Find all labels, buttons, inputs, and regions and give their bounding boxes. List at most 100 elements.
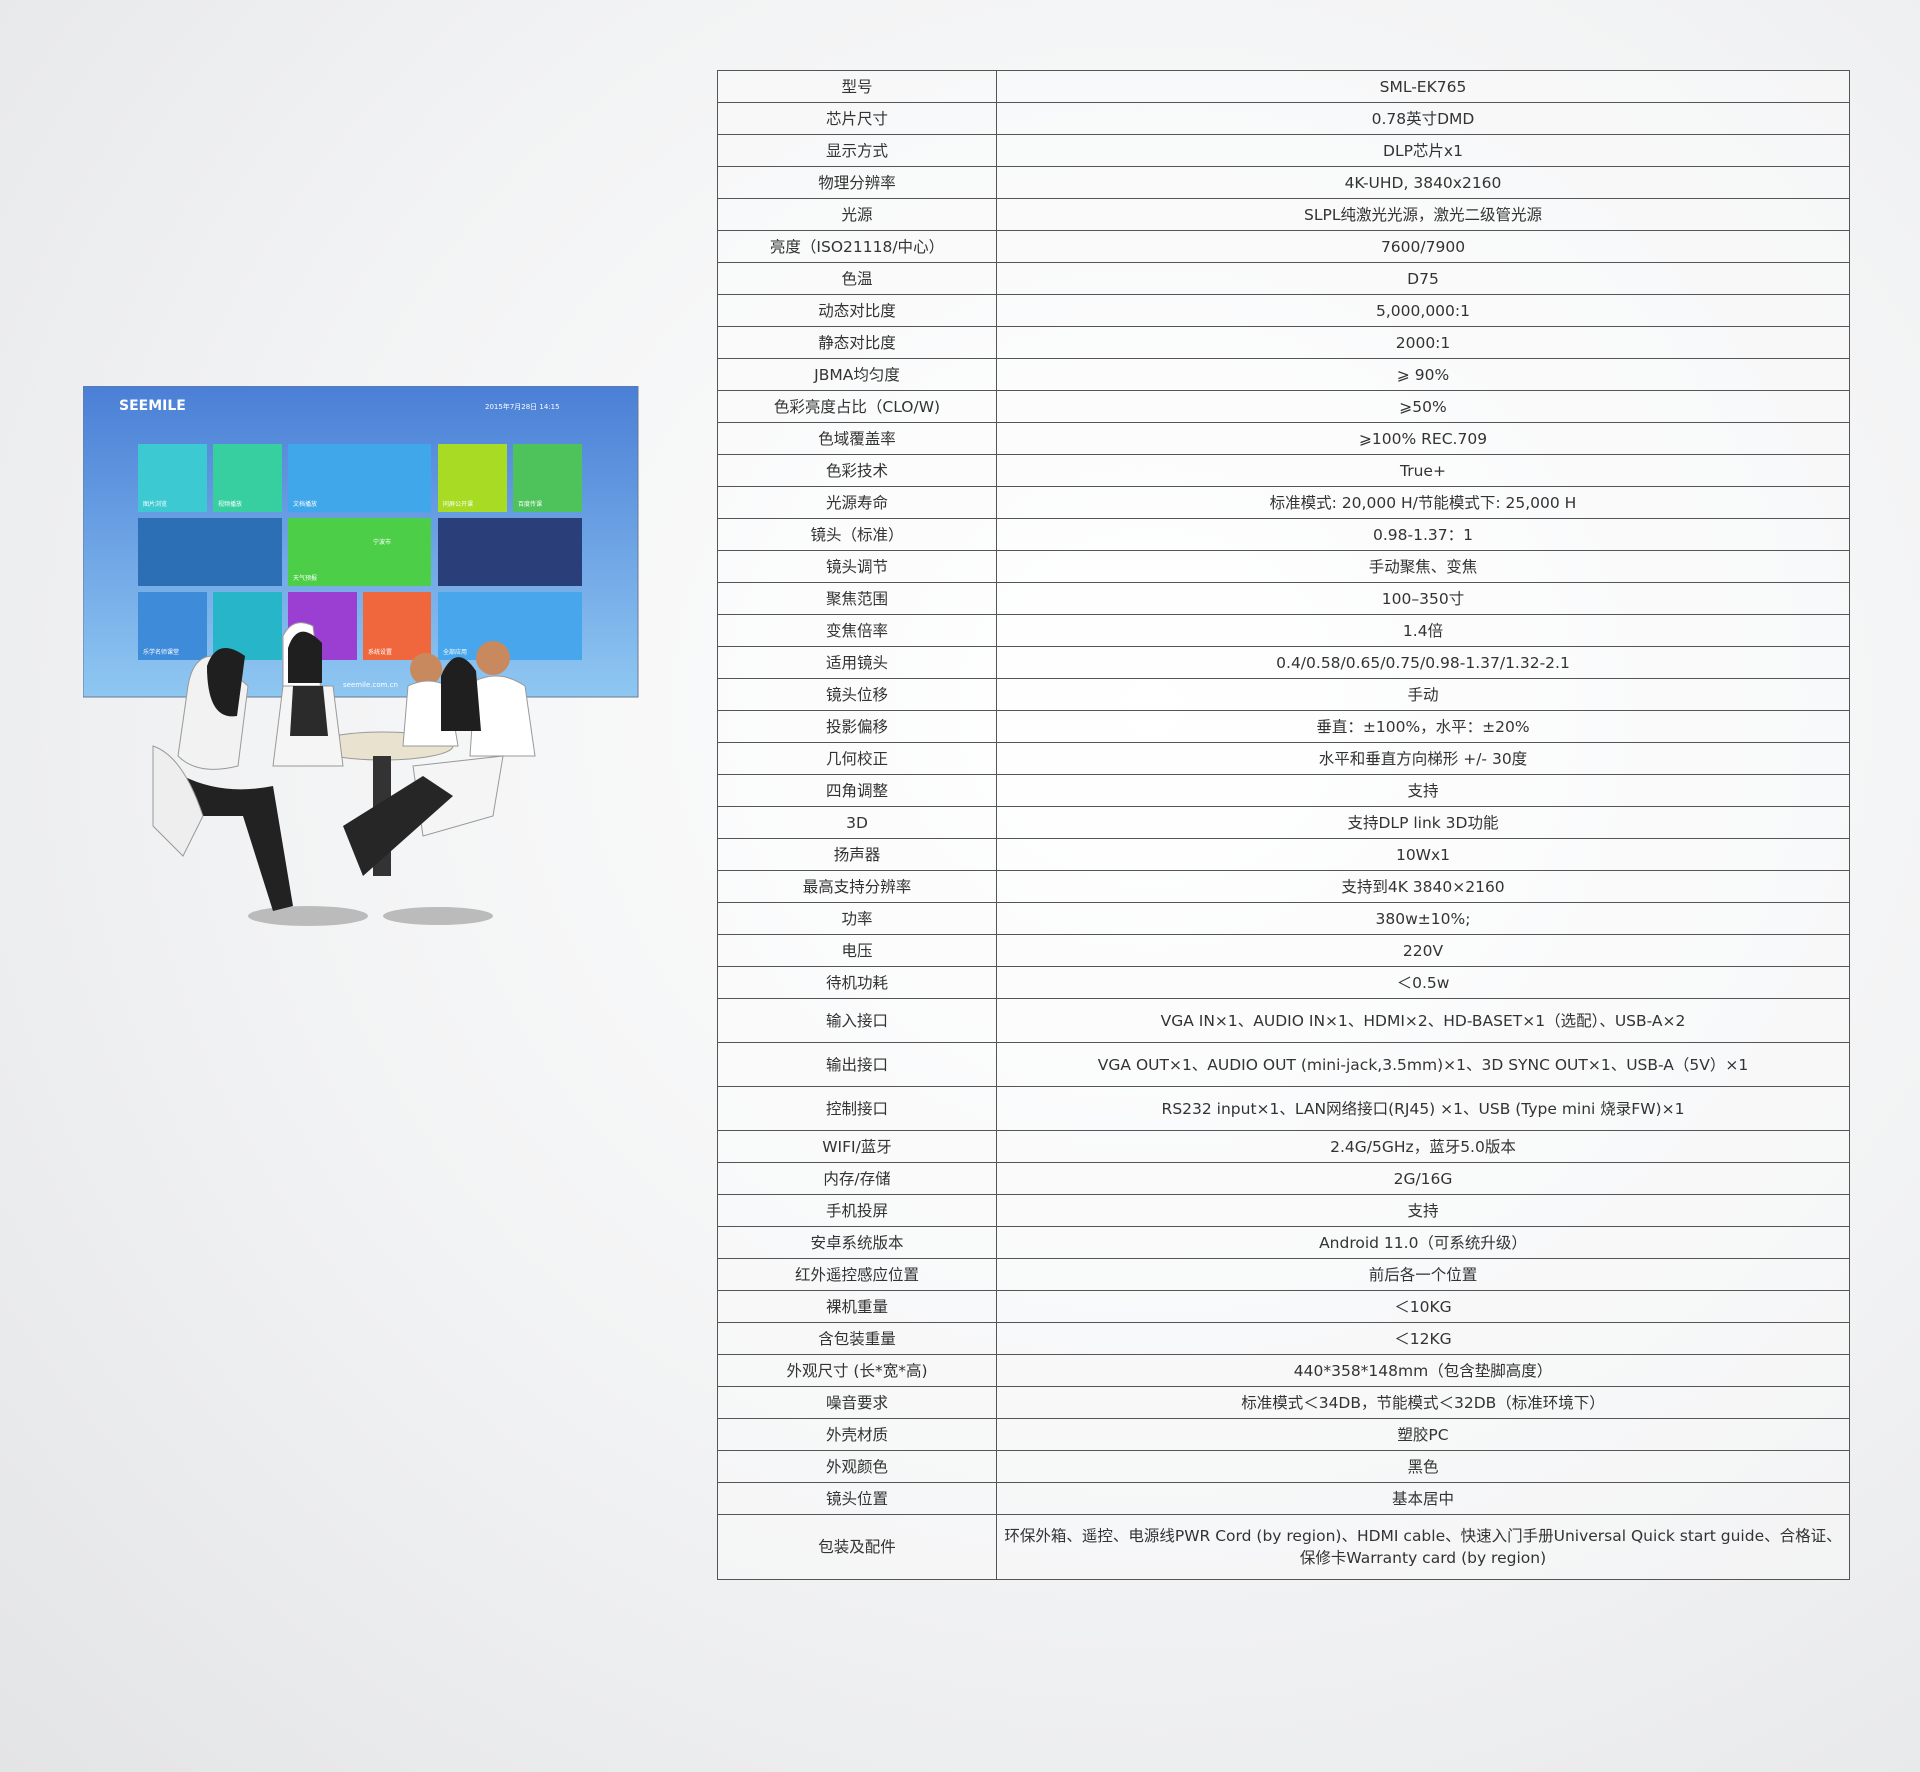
spec-row: 色温 D75 — [717, 262, 1850, 295]
spec-name: JBMA均匀度 — [717, 358, 997, 391]
spec-name: 红外遥控感应位置 — [717, 1258, 997, 1291]
spec-name: 输出接口 — [717, 1042, 997, 1087]
spec-row: 噪音要求 标准模式＜34DB，节能模式＜32DB（标准环境下） — [717, 1386, 1850, 1419]
spec-name: 含包装重量 — [717, 1322, 997, 1355]
spec-name: 内存/存储 — [717, 1162, 997, 1195]
tile-label: 同屏公开课 — [443, 500, 473, 508]
spec-row: 镜头位移 手动 — [717, 678, 1850, 711]
spec-value: 水平和垂直方向梯形 +/- 30度 — [996, 742, 1850, 775]
spec-row: 含包装重量 ＜12KG — [717, 1322, 1850, 1355]
spec-value: 2000:1 — [996, 326, 1850, 359]
tile-label: 系统设置 — [368, 648, 392, 656]
spec-name: 外观尺寸 (长*宽*高) — [717, 1354, 997, 1387]
spec-row: 功率 380w±10%; — [717, 902, 1850, 935]
spec-value: 标准模式: 20,000 H/节能模式下: 25,000 H — [996, 486, 1850, 519]
spec-name: 光源寿命 — [717, 486, 997, 519]
spec-value: ⩾ 90% — [996, 358, 1850, 391]
spec-value: 标准模式＜34DB，节能模式＜32DB（标准环境下） — [996, 1386, 1850, 1419]
spec-row: 红外遥控感应位置 前后各一个位置 — [717, 1258, 1850, 1291]
spec-name: 色域覆盖率 — [717, 422, 997, 455]
spec-row: 最高支持分辨率 支持到4K 3840×2160 — [717, 870, 1850, 903]
spec-value: 380w±10%; — [996, 902, 1850, 935]
spec-row: 包装及配件 环保外箱、遥控、电源线PWR Cord (by region)、HDM… — [717, 1514, 1850, 1580]
spec-value: 0.98-1.37：1 — [996, 518, 1850, 551]
url: seemile.com.cn — [343, 681, 398, 689]
spec-name: 镜头位置 — [717, 1482, 997, 1515]
spec-name: 变焦倍率 — [717, 614, 997, 647]
spec-value: 0.4/0.58/0.65/0.75/0.98-1.37/1.32-2.1 — [996, 646, 1850, 679]
spec-value: 10Wx1 — [996, 838, 1850, 871]
spec-name: 3D — [717, 806, 997, 839]
spec-value: 手动聚焦、变焦 — [996, 550, 1850, 583]
spec-row: 输入接口 VGA IN×1、AUDIO IN×1、HDMI×2、HD-BASET×… — [717, 998, 1850, 1043]
spec-row: 适用镜头 0.4/0.58/0.65/0.75/0.98-1.37/1.32-2.… — [717, 646, 1850, 679]
spec-value: 环保外箱、遥控、电源线PWR Cord (by region)、HDMI cab… — [996, 1514, 1850, 1580]
spec-value: VGA OUT×1、AUDIO OUT (mini-jack,3.5mm)×1、… — [996, 1042, 1850, 1087]
spec-value: VGA IN×1、AUDIO IN×1、HDMI×2、HD-BASET×1（选配… — [996, 998, 1850, 1043]
spec-name: 镜头（标准） — [717, 518, 997, 551]
screen-illustration: SEEMILE 2015年7月28日 14:15 图片浏览 视频播放 文档播放 同屏公… — [83, 386, 639, 926]
spec-value: 前后各一个位置 — [996, 1258, 1850, 1291]
spec-name: 芯片尺寸 — [717, 102, 997, 135]
spec-value: 2G/16G — [996, 1162, 1850, 1195]
spec-name: 安卓系统版本 — [717, 1226, 997, 1259]
spec-row: 色彩亮度占比（CLO/W) ⩾50% — [717, 390, 1850, 423]
datetime: 2015年7月28日 14:15 — [485, 402, 560, 411]
spec-value: 支持 — [996, 774, 1850, 807]
spec-value: 100–350寸 — [996, 582, 1850, 615]
tile-label: 百度传课 — [518, 500, 542, 508]
spec-row: 内存/存储 2G/16G — [717, 1162, 1850, 1195]
spec-name: 外观颜色 — [717, 1450, 997, 1483]
spec-value: RS232 input×1、LAN网络接口(RJ45) ×1、USB (Type… — [996, 1086, 1850, 1131]
spec-row: 亮度（ISO21118/中心） 7600/7900 — [717, 230, 1850, 263]
spec-name: 待机功耗 — [717, 966, 997, 999]
spec-row: 静态对比度 2000:1 — [717, 326, 1850, 359]
spec-name: 型号 — [717, 70, 997, 103]
spec-value: 7600/7900 — [996, 230, 1850, 263]
spec-name: 裸机重量 — [717, 1290, 997, 1323]
spec-value: 支持到4K 3840×2160 — [996, 870, 1850, 903]
spec-value: 垂直：±100%，水平：±20% — [996, 710, 1850, 743]
spec-value: ＜0.5w — [996, 966, 1850, 999]
spec-value: ⩾100% REC.709 — [996, 422, 1850, 455]
spec-row: 镜头调节 手动聚焦、变焦 — [717, 550, 1850, 583]
tile-label: 宁波市 — [373, 538, 391, 546]
spec-name: 投影偏移 — [717, 710, 997, 743]
spec-row: 型号 SML-EK765 — [717, 70, 1850, 103]
tile-label: 视频播放 — [218, 500, 242, 508]
spec-value: 0.78英寸DMD — [996, 102, 1850, 135]
tile-label: 图片浏览 — [143, 500, 167, 508]
spec-name: 扬声器 — [717, 838, 997, 871]
spec-row: 色域覆盖率 ⩾100% REC.709 — [717, 422, 1850, 455]
spec-name: 包装及配件 — [717, 1514, 997, 1580]
spec-name: 几何校正 — [717, 742, 997, 775]
spec-value: SLPL纯激光光源，激光二级管光源 — [996, 198, 1850, 231]
spec-row: 物理分辨率 4K-UHD, 3840x2160 — [717, 166, 1850, 199]
spec-name: 镜头调节 — [717, 550, 997, 583]
spec-name: 静态对比度 — [717, 326, 997, 359]
spec-row: 扬声器 10Wx1 — [717, 838, 1850, 871]
spec-row: 手机投屏 支持 — [717, 1194, 1850, 1227]
spec-row: 输出接口 VGA OUT×1、AUDIO OUT (mini-jack,3.5mm… — [717, 1042, 1850, 1087]
spec-name: 功率 — [717, 902, 997, 935]
spec-row: 电压 220V — [717, 934, 1850, 967]
spec-row: 安卓系统版本 Android 11.0（可系统升级） — [717, 1226, 1850, 1259]
spec-value: 4K-UHD, 3840x2160 — [996, 166, 1850, 199]
tile-label: 全部应用 — [443, 648, 467, 656]
spec-row: 投影偏移 垂直：±100%，水平：±20% — [717, 710, 1850, 743]
spec-row: 芯片尺寸 0.78英寸DMD — [717, 102, 1850, 135]
spec-name: 输入接口 — [717, 998, 997, 1043]
spec-value: SML-EK765 — [996, 70, 1850, 103]
spec-value: 1.4倍 — [996, 614, 1850, 647]
spec-value: 基本居中 — [996, 1482, 1850, 1515]
spec-name: 最高支持分辨率 — [717, 870, 997, 903]
spec-value: ⩾50% — [996, 390, 1850, 423]
spec-row: 外观尺寸 (长*宽*高) 440*358*148mm（包含垫脚高度） — [717, 1354, 1850, 1387]
spec-name: 色彩亮度占比（CLO/W) — [717, 390, 997, 423]
spec-name: 色彩技术 — [717, 454, 997, 487]
spec-row: 聚焦范围 100–350寸 — [717, 582, 1850, 615]
spec-value: 2.4G/5GHz，蓝牙5.0版本 — [996, 1130, 1850, 1163]
spec-name: 显示方式 — [717, 134, 997, 167]
spec-row: 待机功耗 ＜0.5w — [717, 966, 1850, 999]
